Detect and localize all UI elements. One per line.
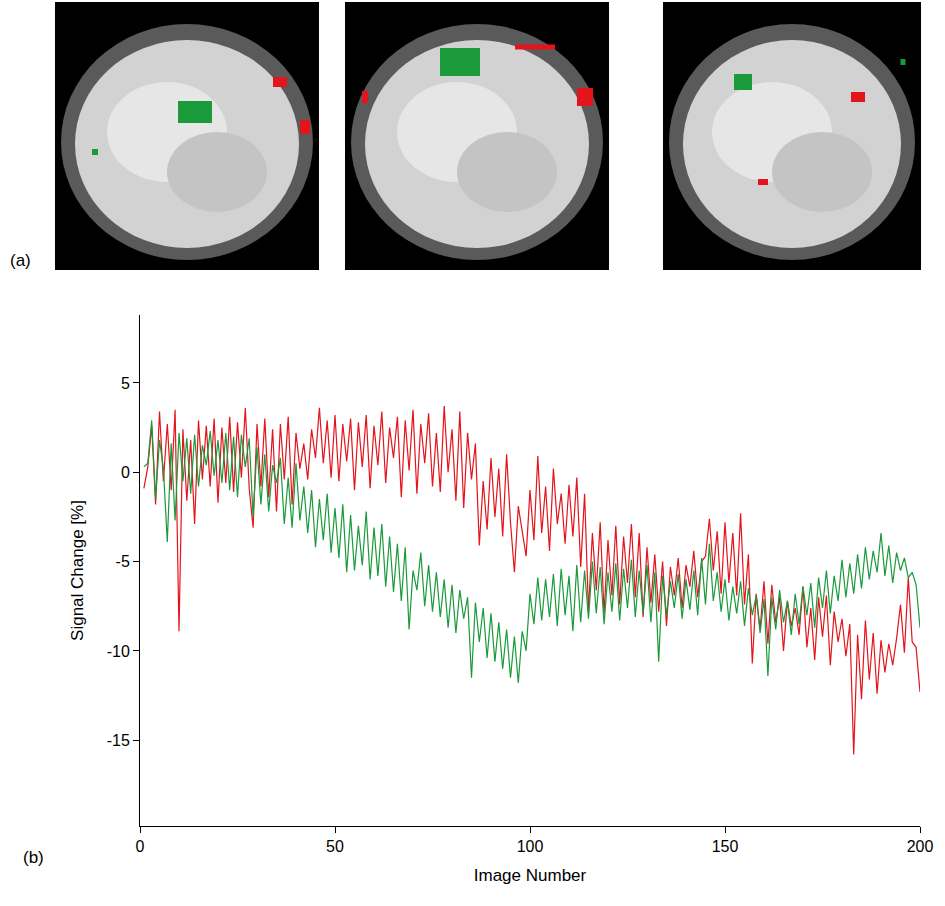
svg-text:0: 0 [136, 838, 145, 855]
svg-text:(a): (a) [10, 251, 31, 270]
svg-text:Image Number: Image Number [474, 866, 587, 885]
svg-text:5: 5 [121, 375, 130, 392]
svg-text:150: 150 [712, 838, 739, 855]
svg-text:200: 200 [907, 838, 934, 855]
svg-text:50: 50 [326, 838, 344, 855]
svg-text:Signal Change [%]: Signal Change [%] [68, 500, 87, 641]
svg-text:(b): (b) [23, 848, 44, 867]
svg-text:-15: -15 [107, 732, 130, 749]
svg-text:100: 100 [517, 838, 544, 855]
svg-text:-5: -5 [116, 553, 130, 570]
svg-text:-10: -10 [107, 643, 130, 660]
svg-text:0: 0 [121, 464, 130, 481]
